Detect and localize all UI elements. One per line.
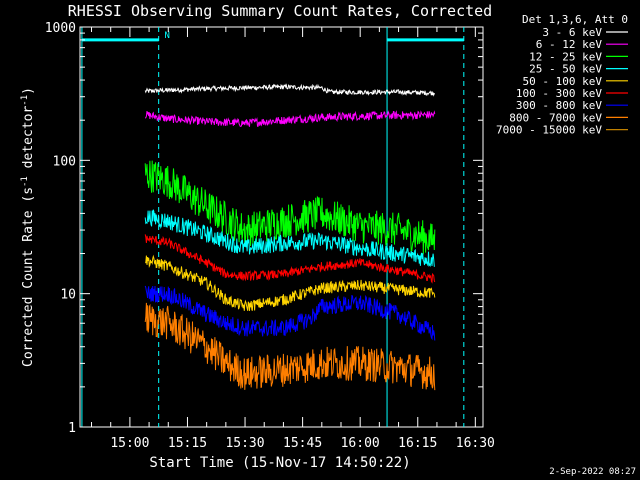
legend-label: 800 - 7000 keV xyxy=(509,111,602,124)
series-path xyxy=(144,234,436,284)
series-line xyxy=(144,234,436,284)
legend-label: 100 - 300 keV xyxy=(516,87,602,100)
y-label-sup: -1 xyxy=(20,176,30,187)
series-line xyxy=(144,160,436,255)
x-tick-label: 15:45 xyxy=(283,436,322,451)
legend-label: 25 - 50 keV xyxy=(529,63,602,76)
legend-label: 3 - 6 keV xyxy=(542,26,602,39)
series-path xyxy=(144,285,436,341)
x-axis-label: Start Time (15-Nov-17 14:50:22) xyxy=(149,455,410,471)
y-tick-label: 100 xyxy=(53,154,76,169)
y-axis-label: Corrected Count Rate (s-1 detector-1) xyxy=(20,87,36,367)
series-path xyxy=(144,160,436,255)
y-tick-label: 1 xyxy=(68,421,76,436)
x-tick-label: 16:00 xyxy=(341,436,380,451)
y-tick-label: 1000 xyxy=(45,21,76,36)
x-tick-label: 15:30 xyxy=(225,436,264,451)
series-line xyxy=(144,209,435,268)
series-path xyxy=(144,209,435,268)
x-tick-label: 16:30 xyxy=(456,436,495,451)
series-line xyxy=(144,110,436,127)
legend-label: 50 - 100 keV xyxy=(523,75,603,88)
legend-label: 6 - 12 keV xyxy=(536,38,603,51)
x-tick-label: 16:15 xyxy=(398,436,437,451)
legend-label: 300 - 800 keV xyxy=(516,99,602,112)
annotation-label: N xyxy=(164,31,169,41)
y-tick-label: 10 xyxy=(60,288,76,303)
x-tick-label: 15:00 xyxy=(110,436,149,451)
y-label-part: detector xyxy=(21,106,36,177)
series-path xyxy=(145,254,436,311)
legend-label: 12 - 25 keV xyxy=(529,50,602,63)
series-path xyxy=(144,110,436,127)
series-path xyxy=(144,302,436,391)
legend-header: Det 1,3,6, Att 0 xyxy=(522,13,628,26)
y-label-sup: -1 xyxy=(20,95,30,106)
footer-date: 2-Sep-2022 08:27 xyxy=(549,467,636,477)
axis-ticks: 15:00 15:15 15:30 15:45 16:00 16:15 16:30 1 10 10… xyxy=(45,21,495,451)
series-line xyxy=(144,302,436,391)
chart-title: RHESSI Observing Summary Count Rates, Co… xyxy=(68,2,492,20)
annotations: N xyxy=(81,27,465,427)
legend-label: 7000 - 15000 keV xyxy=(496,124,602,137)
x-tick-label: 15:15 xyxy=(168,436,207,451)
series-line xyxy=(145,254,436,311)
plot-frame xyxy=(79,26,484,428)
series-line xyxy=(144,83,435,97)
series-line xyxy=(144,285,436,341)
y-label-part: ) xyxy=(21,87,36,95)
series-group xyxy=(144,83,436,391)
y-label-part: Corrected Count Rate (s xyxy=(21,187,36,367)
series-path xyxy=(144,83,435,97)
